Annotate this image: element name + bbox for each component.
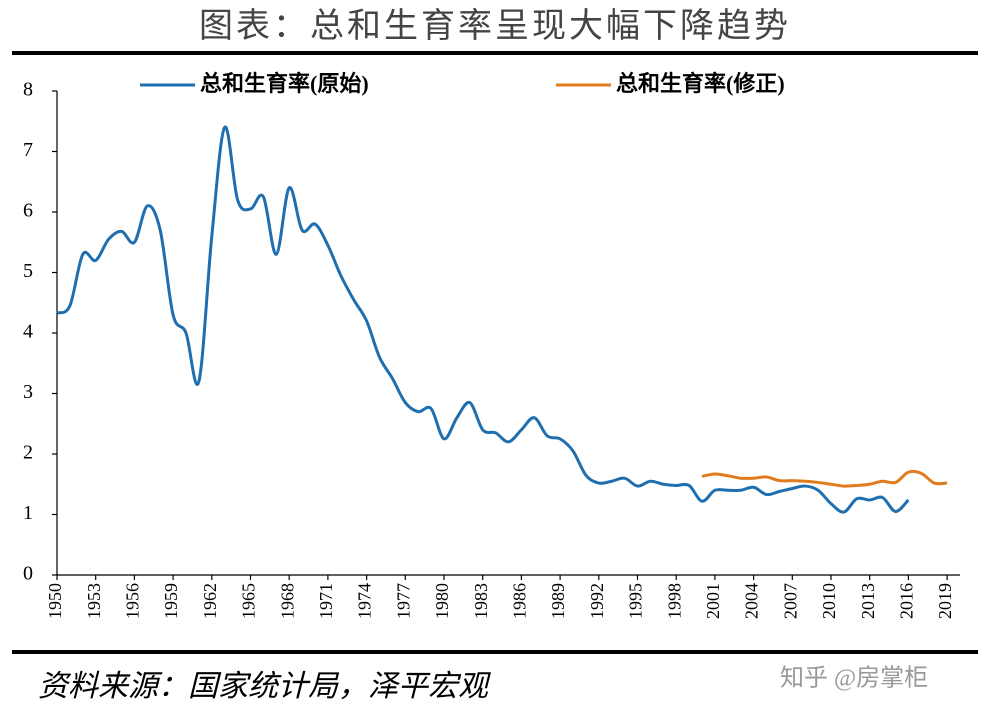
x-tick-label: 1959 — [161, 583, 181, 619]
x-tick-label: 1953 — [84, 583, 104, 619]
chart-title: 图表：总和生育率呈现大幅下降趋势 — [199, 7, 791, 45]
x-tick-label: 1965 — [239, 583, 259, 619]
y-tick-label: 5 — [23, 260, 33, 282]
x-tick-label: 1986 — [510, 583, 530, 619]
x-tick-label: 1968 — [277, 583, 297, 619]
legend-label: 总和生育率(修正) — [616, 71, 785, 96]
x-tick-label: 2016 — [897, 583, 917, 619]
x-tick-label: 1980 — [432, 583, 452, 619]
x-tick-label: 2007 — [780, 583, 800, 619]
series-line — [701, 469, 948, 488]
x-tick-label: 1989 — [548, 583, 568, 619]
y-tick-label: 7 — [23, 139, 33, 161]
y-tick-label: 3 — [23, 381, 33, 403]
y-tick-label: 6 — [23, 200, 33, 222]
x-tick-label: 1977 — [393, 583, 413, 619]
y-tick-label: 0 — [23, 563, 33, 585]
x-tick-label: 2010 — [819, 583, 839, 619]
source-note: 资料来源：国家统计局，泽平宏观 — [38, 670, 491, 703]
y-tick-label: 4 — [23, 321, 33, 343]
x-tick-label: 1971 — [316, 583, 336, 619]
x-tick-label: 2013 — [858, 583, 878, 619]
x-tick-label: 1983 — [471, 583, 491, 619]
y-tick-label: 8 — [23, 79, 33, 101]
x-tick-label: 1974 — [355, 583, 375, 619]
watermark: 知乎 @房掌柜 — [780, 665, 928, 692]
y-tick-label: 2 — [23, 442, 33, 464]
x-tick-label: 1962 — [200, 583, 220, 619]
x-tick-label: 1950 — [45, 583, 65, 619]
x-tick-label: 1998 — [664, 583, 684, 619]
x-tick-label: 2001 — [703, 583, 723, 619]
legend-label: 总和生育率(原始) — [200, 71, 369, 96]
x-tick-label: 1956 — [123, 583, 143, 619]
x-tick-label: 1995 — [626, 583, 646, 619]
x-tick-label: 2004 — [742, 583, 762, 619]
y-tick-label: 1 — [23, 502, 33, 524]
x-tick-label: 2019 — [935, 583, 955, 619]
x-tick-label: 1992 — [587, 583, 607, 619]
series-line — [56, 125, 910, 514]
